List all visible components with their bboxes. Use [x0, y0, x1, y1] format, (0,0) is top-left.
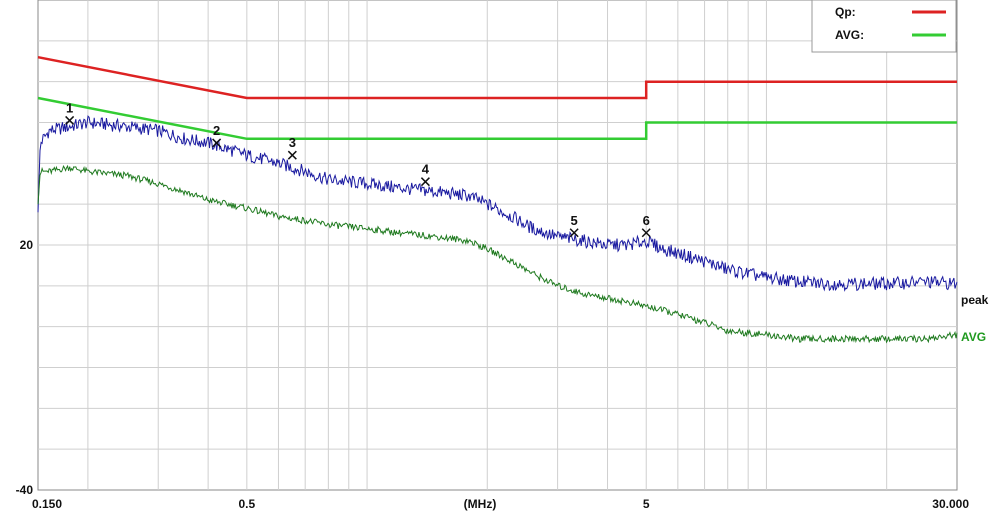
marker-5: 5: [569, 213, 579, 238]
trace-labels: peak AVG: [961, 293, 989, 344]
grid: [37, 0, 958, 491]
marker-6: 6: [641, 213, 651, 238]
y-tick-label: 20: [20, 238, 34, 252]
marker-label: 6: [643, 213, 650, 228]
marker-label: 2: [213, 123, 220, 138]
limit-lines: [37, 55, 957, 141]
marker-cross: [641, 228, 651, 238]
series-line-peak: [37, 115, 958, 292]
trace-label-avg: AVG: [961, 330, 986, 344]
x-tick-label: 30.000: [932, 497, 969, 511]
legend: Qp: AVG:: [811, 0, 957, 53]
marker-label: 4: [422, 162, 430, 177]
peak-markers: 1 2 3 4 5 6: [65, 100, 651, 238]
series-line-avg: [37, 164, 958, 344]
marker-label: 3: [289, 135, 296, 150]
axis-labels: (MHz) 20 -400.150 0.5 5 30.000: [16, 238, 970, 511]
marker-cross: [65, 115, 75, 125]
marker-2: 2: [212, 123, 222, 148]
limit-line-qp: [37, 55, 957, 100]
marker-cross: [212, 138, 222, 148]
series-lines: [37, 115, 958, 344]
marker-label: 5: [571, 213, 578, 228]
x-tick-label: 5: [643, 497, 650, 511]
marker-cross: [569, 228, 579, 238]
y-tick-label: -40: [16, 483, 34, 497]
marker-4: 4: [420, 162, 430, 187]
marker-3: 3: [287, 135, 297, 160]
trace-label-peak: peak: [961, 293, 989, 307]
legend-label: AVG:: [835, 28, 864, 42]
legend-box: [811, 0, 957, 53]
marker-cross: [420, 177, 430, 187]
marker-label: 1: [66, 100, 73, 115]
x-axis-label: (MHz): [464, 497, 497, 511]
legend-label: Qp:: [835, 5, 856, 19]
marker-cross: [287, 150, 297, 160]
marker-1: 1: [65, 100, 75, 125]
x-tick-label: 0.5: [238, 497, 255, 511]
limit-line-avg: [37, 96, 957, 141]
x-tick-label: 0.150: [32, 497, 62, 511]
